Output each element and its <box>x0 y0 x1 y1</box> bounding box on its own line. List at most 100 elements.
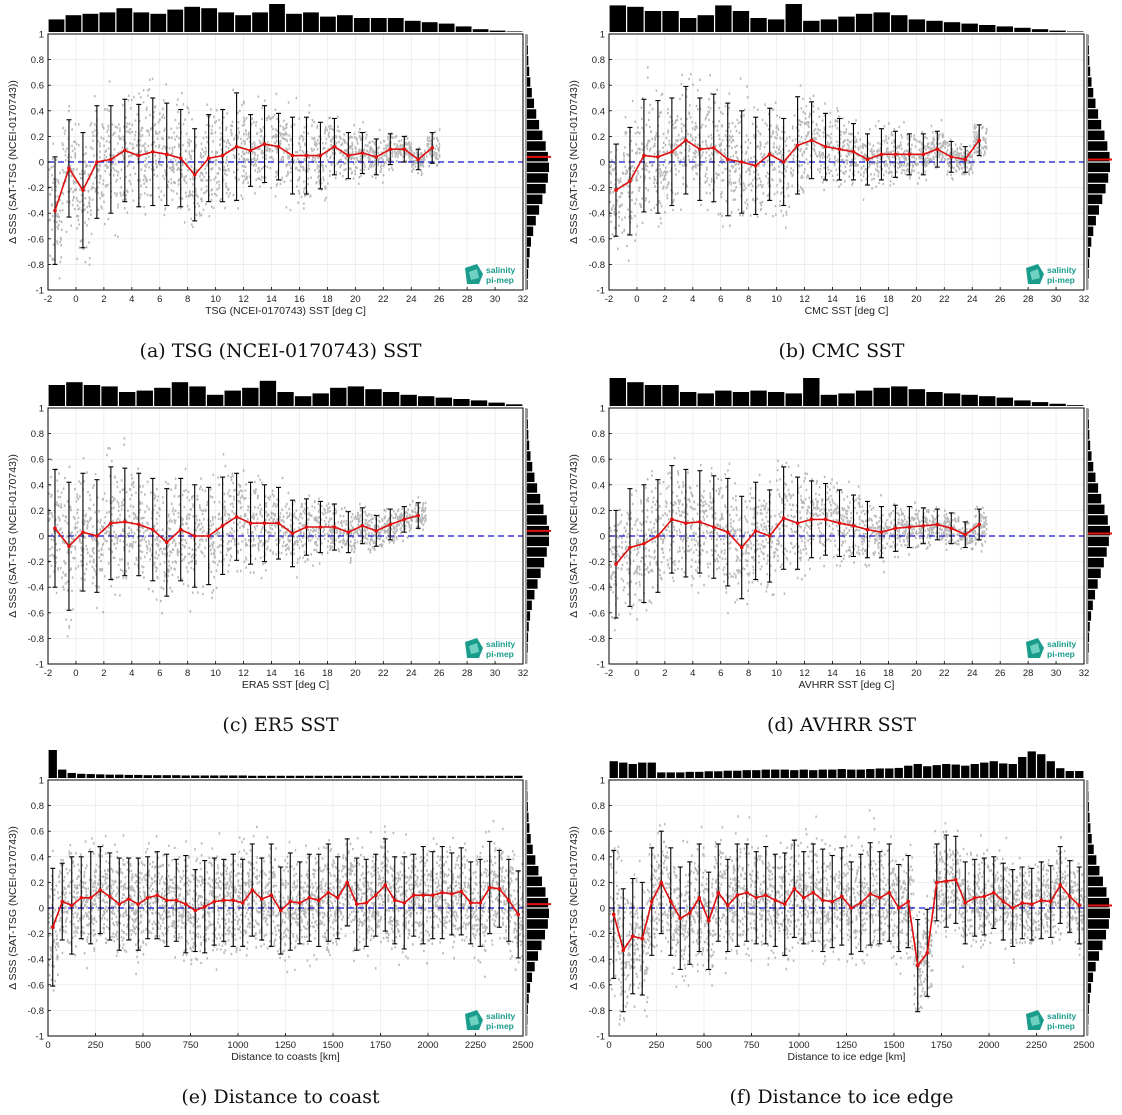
scatter-point <box>391 154 394 158</box>
scatter-point <box>760 207 763 211</box>
scatter-point <box>119 127 121 130</box>
scatter-point <box>906 149 908 152</box>
scatter-point <box>930 142 933 145</box>
scatter-point <box>832 178 835 182</box>
scatter-point <box>801 174 803 178</box>
scatter-point <box>768 185 770 188</box>
scatter-point <box>89 494 91 497</box>
scatter-point <box>199 214 201 217</box>
scatter-point <box>59 240 61 244</box>
scatter-point <box>231 149 234 152</box>
scatter-point <box>842 131 845 134</box>
scatter-point <box>121 152 124 155</box>
scatter-point <box>745 152 747 155</box>
scatter-point <box>883 162 886 165</box>
scatter-point <box>178 137 180 140</box>
scatter-point <box>408 143 411 147</box>
scatter-point <box>242 139 245 143</box>
scatter-point <box>972 159 974 162</box>
scatter-point <box>98 168 101 172</box>
scatter-point <box>236 138 239 141</box>
scatter-point <box>676 143 678 147</box>
x-tick-label: 16 <box>855 294 866 305</box>
scatter-point <box>735 151 737 155</box>
scatter-point <box>133 512 136 516</box>
scatter-point <box>854 135 856 139</box>
scatter-point <box>850 164 852 167</box>
scatter-point <box>974 142 977 145</box>
scatter-point <box>862 175 865 178</box>
right-histogram-bar <box>527 55 529 66</box>
scatter-point <box>131 123 134 127</box>
scatter-point <box>402 155 404 159</box>
top-histogram-bar <box>286 13 302 33</box>
scatter-point <box>435 155 437 158</box>
scatter-point <box>641 221 644 225</box>
scatter-point <box>321 142 324 145</box>
scatter-point <box>301 135 304 138</box>
scatter-point <box>78 539 81 543</box>
scatter-point <box>973 135 976 139</box>
scatter-point <box>57 215 59 219</box>
scatter-point <box>71 203 74 207</box>
scatter-point <box>696 126 698 129</box>
scatter-point <box>743 108 746 111</box>
scatter-point <box>816 132 818 135</box>
scatter-point <box>216 188 218 191</box>
scatter-point <box>855 162 857 166</box>
scatter-point <box>724 161 727 164</box>
scatter-point <box>977 135 979 138</box>
scatter-point <box>126 189 128 192</box>
scatter-point <box>201 199 203 203</box>
scatter-point <box>739 77 742 80</box>
scatter-point <box>914 162 916 166</box>
scatter-point <box>843 124 846 127</box>
scatter-point <box>984 145 987 149</box>
scatter-point <box>274 175 277 179</box>
scatter-point <box>89 498 92 501</box>
scatter-point <box>850 152 852 155</box>
scatter-point <box>786 165 788 168</box>
scatter-point <box>334 152 336 155</box>
scatter-point <box>929 157 931 161</box>
scatter-point <box>246 177 248 180</box>
mean-point <box>318 153 323 158</box>
scatter-point <box>635 233 637 236</box>
scatter-point <box>387 138 389 141</box>
scatter-point <box>285 131 287 134</box>
scatter-point <box>177 145 180 148</box>
scatter-point <box>730 141 733 144</box>
scatter-point <box>259 141 261 144</box>
right-histogram-bar <box>1088 247 1090 258</box>
scatter-point <box>694 160 697 164</box>
scatter-point <box>164 169 166 172</box>
scatter-point <box>262 126 265 129</box>
scatter-point <box>947 163 950 166</box>
scatter-point <box>405 148 408 151</box>
scatter-point <box>135 516 137 519</box>
mean-point <box>67 166 71 171</box>
scatter-point <box>744 187 747 190</box>
scatter-point <box>782 137 784 140</box>
scatter-point <box>266 146 269 149</box>
scatter-point <box>705 140 707 144</box>
scatter-point <box>834 155 836 158</box>
scatter-point <box>695 163 697 167</box>
scatter-point <box>896 170 898 174</box>
scatter-point <box>78 123 80 126</box>
scatter-point <box>95 109 97 113</box>
scatter-point <box>757 130 760 133</box>
scatter-point <box>357 159 359 162</box>
scatter-point <box>117 509 120 513</box>
scatter-point <box>692 83 695 86</box>
scatter-point <box>963 155 966 159</box>
scatter-point <box>772 168 774 172</box>
scatter-point <box>300 161 303 164</box>
scatter-point <box>349 152 352 156</box>
right-histogram-bar <box>527 173 548 183</box>
x-tick-label: 24 <box>406 294 417 305</box>
scatter-point <box>380 170 382 173</box>
scatter-point <box>215 194 218 197</box>
scatter-point <box>79 240 82 243</box>
scatter-point <box>196 202 199 205</box>
